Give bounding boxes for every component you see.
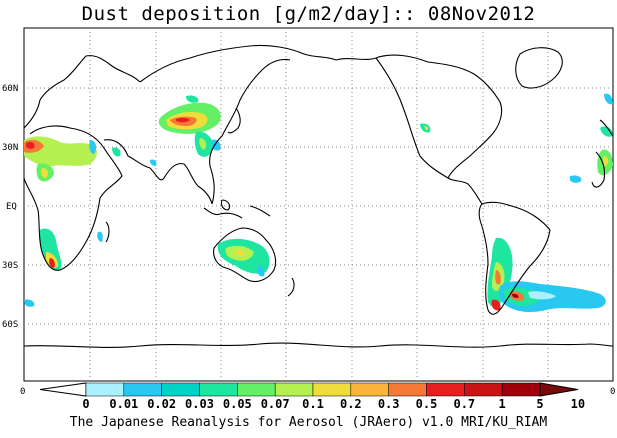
colorbar-swatch <box>161 382 200 397</box>
colorbar-swatch <box>237 382 276 397</box>
lat-label-30n: 30N <box>2 143 18 153</box>
dust-deposition-shading <box>24 93 613 312</box>
colorbar-label: 0.1 <box>302 397 324 411</box>
colorbar-swatch <box>312 382 352 397</box>
credit-line: The Japanese Reanalysis for Aerosol (JRA… <box>69 415 548 430</box>
colorbar-swatch <box>274 382 314 397</box>
colorbar-label: 0.3 <box>378 397 400 411</box>
lat-label-60n: 60N <box>2 84 18 94</box>
colorbar-swatch <box>501 382 541 397</box>
lat-label-30s: 30S <box>2 261 18 271</box>
colorbar-left-arrow <box>39 382 87 397</box>
colorbar-swatch <box>85 382 125 397</box>
coastlines <box>23 44 614 348</box>
colorbar-swatch <box>426 382 465 397</box>
colorbar-label: 0.2 <box>340 397 362 411</box>
colorbar-label: 0 <box>82 397 89 411</box>
colorbar-label: 1 <box>499 397 506 411</box>
colorbar-label: 5 <box>536 397 543 411</box>
axis-edge-right: 0 <box>610 387 615 397</box>
colorbar-label: 10 <box>571 397 585 411</box>
graticule <box>24 28 613 381</box>
map-title: Dust deposition [g/m2/day]:: 08Nov2012 <box>81 3 536 25</box>
colorbar-label: 0.5 <box>416 397 438 411</box>
axis-edge-left: 0 <box>20 387 25 397</box>
colorbar-swatch <box>123 382 162 397</box>
colorbar-label: 0.03 <box>185 397 214 411</box>
colorbar-swatch <box>464 382 503 397</box>
colorbar-swatch <box>199 382 238 397</box>
colorbar-label: 0.05 <box>223 397 252 411</box>
colorbar: 0 0.01 0.02 0.03 0.05 0.07 0.1 0.2 0.3 0.5 0.7 1 5 10 <box>39 382 585 411</box>
colorbar-label: 0.01 <box>109 397 138 411</box>
colorbar-swatch <box>388 382 427 397</box>
colorbar-label: 0.7 <box>453 397 475 411</box>
lat-label-eq: EQ <box>6 202 17 212</box>
colorbar-label: 0.02 <box>147 397 176 411</box>
colorbar-swatch <box>350 382 389 397</box>
colorbar-right-arrow <box>539 382 579 397</box>
map-frame <box>23 27 614 382</box>
colorbar-label: 0.07 <box>261 397 290 411</box>
lat-label-60s: 60S <box>2 320 18 330</box>
